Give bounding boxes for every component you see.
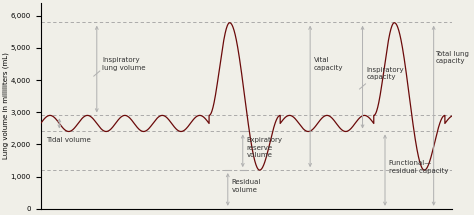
Text: Inspiratory
capacity: Inspiratory capacity (366, 67, 404, 80)
Text: Residual
volume: Residual volume (231, 180, 261, 193)
Text: Inspiratory
lung volume: Inspiratory lung volume (102, 57, 146, 71)
Text: Expiratory
reserve
volume: Expiratory reserve volume (246, 137, 283, 158)
Text: Total lung
capacity: Total lung capacity (436, 51, 469, 64)
Text: Tidal volume: Tidal volume (46, 137, 91, 143)
Y-axis label: Lung volume in milliliters (mL): Lung volume in milliliters (mL) (3, 52, 9, 159)
Text: Vital
capacity: Vital capacity (314, 57, 343, 71)
Text: Functional—
residual capacity: Functional— residual capacity (389, 160, 448, 174)
